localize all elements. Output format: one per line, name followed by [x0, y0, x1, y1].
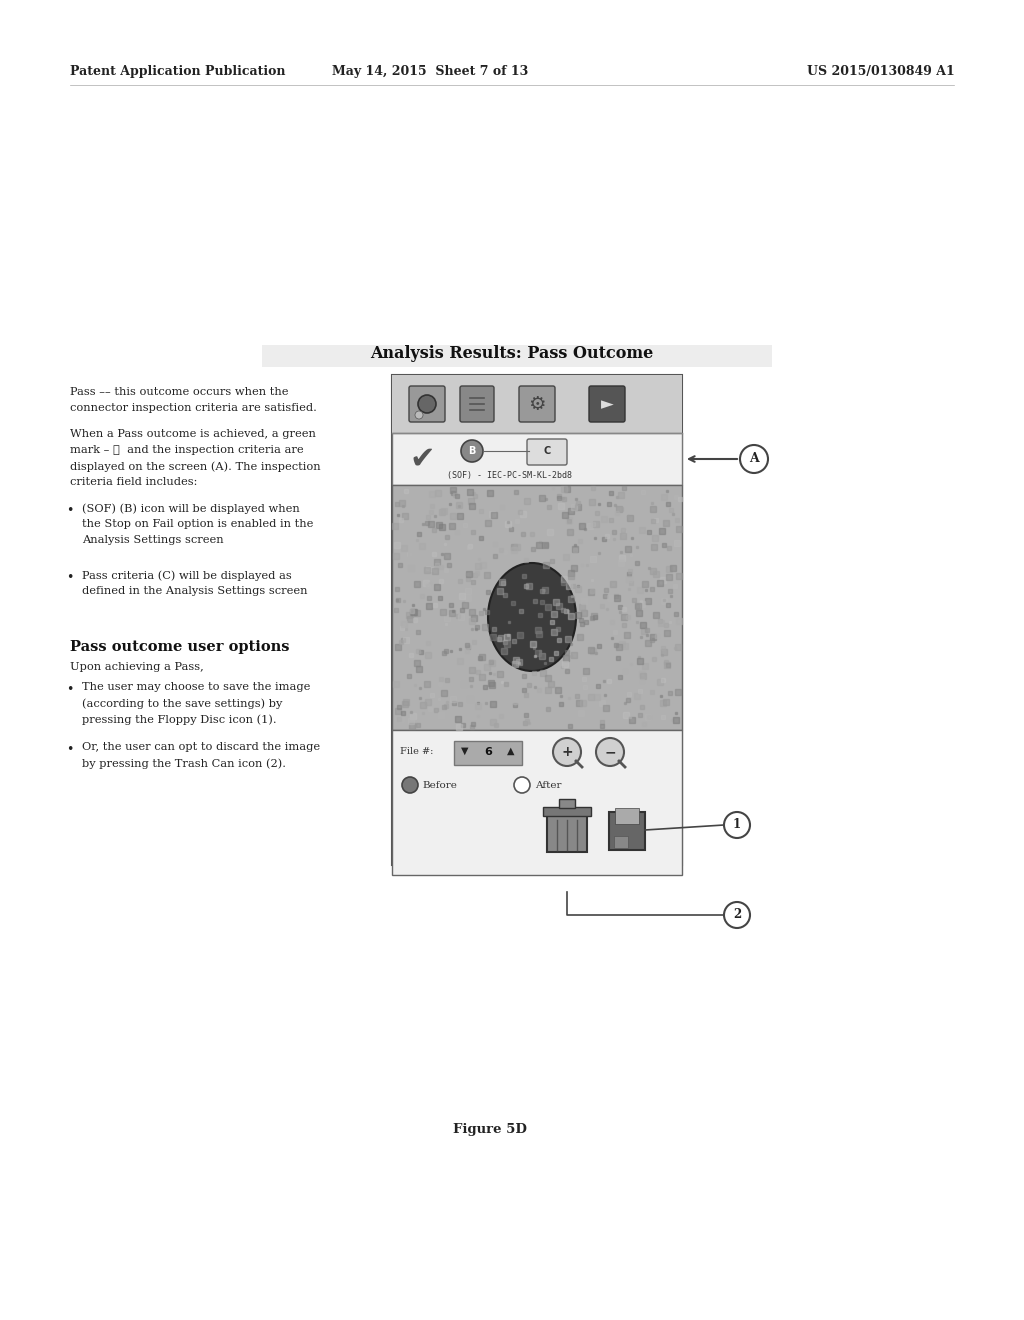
Text: the Stop on Fail option is enabled in the: the Stop on Fail option is enabled in th…: [82, 519, 313, 529]
Text: •: •: [66, 743, 74, 756]
Circle shape: [553, 738, 581, 766]
Text: by pressing the Trash Can icon (2).: by pressing the Trash Can icon (2).: [82, 758, 286, 768]
Bar: [392, 484, 682, 730]
Text: (SOF) (B) icon will be displayed when: (SOF) (B) icon will be displayed when: [82, 503, 300, 513]
Circle shape: [514, 777, 530, 793]
Text: Pass criteria (C) will be displayed as: Pass criteria (C) will be displayed as: [82, 570, 292, 581]
Text: ►: ►: [601, 395, 613, 413]
Text: 6: 6: [484, 747, 492, 756]
Text: Analysis Settings screen: Analysis Settings screen: [82, 535, 223, 545]
Circle shape: [724, 902, 750, 928]
Text: Pass –– this outcome occurs when the: Pass –– this outcome occurs when the: [70, 387, 289, 397]
Text: •: •: [66, 682, 74, 696]
Ellipse shape: [488, 564, 575, 671]
Text: +: +: [561, 744, 572, 759]
Text: 1: 1: [733, 818, 741, 832]
Text: pressing the Floppy Disc icon (1).: pressing the Floppy Disc icon (1).: [82, 714, 276, 725]
Text: (according to the save settings) by: (according to the save settings) by: [82, 698, 283, 709]
Text: Figure 5D: Figure 5D: [453, 1123, 527, 1137]
Text: criteria field includes:: criteria field includes:: [70, 477, 198, 487]
Text: 2: 2: [733, 908, 741, 921]
Text: US 2015/0130849 A1: US 2015/0130849 A1: [807, 66, 955, 78]
Text: ▼: ▼: [461, 746, 469, 756]
Bar: [543, 807, 591, 816]
Text: When a Pass outcome is achieved, a green: When a Pass outcome is achieved, a green: [70, 429, 315, 440]
FancyBboxPatch shape: [460, 385, 494, 422]
Text: Patent Application Publication: Patent Application Publication: [70, 66, 286, 78]
Text: ✔: ✔: [410, 445, 435, 474]
Bar: [392, 730, 682, 875]
Text: May 14, 2015  Sheet 7 of 13: May 14, 2015 Sheet 7 of 13: [332, 66, 528, 78]
Text: ▲: ▲: [507, 746, 515, 756]
Bar: [547, 814, 587, 851]
Circle shape: [724, 812, 750, 838]
Circle shape: [418, 395, 436, 413]
Circle shape: [415, 411, 423, 418]
FancyBboxPatch shape: [409, 385, 445, 422]
Circle shape: [461, 440, 483, 462]
Text: •: •: [66, 504, 74, 517]
FancyBboxPatch shape: [527, 440, 567, 465]
Circle shape: [402, 777, 418, 793]
Circle shape: [740, 445, 768, 473]
Text: −: −: [604, 744, 615, 759]
Bar: [392, 375, 682, 865]
Text: The user may choose to save the image: The user may choose to save the image: [82, 682, 310, 692]
Bar: [614, 836, 628, 847]
Text: Upon achieving a Pass,: Upon achieving a Pass,: [70, 663, 204, 672]
Text: After: After: [535, 780, 561, 789]
Text: connector inspection criteria are satisfied.: connector inspection criteria are satisf…: [70, 403, 316, 413]
Bar: [609, 812, 645, 850]
Text: C: C: [544, 446, 551, 455]
Text: defined in the Analysis Settings screen: defined in the Analysis Settings screen: [82, 586, 307, 597]
FancyBboxPatch shape: [519, 385, 555, 422]
Circle shape: [596, 738, 624, 766]
Text: Analysis Results: Pass Outcome: Analysis Results: Pass Outcome: [371, 345, 653, 362]
FancyBboxPatch shape: [589, 385, 625, 422]
Text: ⚙: ⚙: [528, 395, 546, 413]
Text: File #:: File #:: [400, 747, 433, 756]
Text: displayed on the screen (A). The inspection: displayed on the screen (A). The inspect…: [70, 461, 321, 471]
Bar: [392, 433, 682, 484]
Text: •: •: [66, 572, 74, 583]
Bar: [262, 345, 772, 367]
Text: A: A: [750, 453, 759, 466]
Text: Before: Before: [422, 780, 457, 789]
Bar: [454, 741, 522, 766]
Text: B: B: [468, 446, 476, 455]
Text: Pass outcome user options: Pass outcome user options: [70, 640, 290, 653]
Bar: [559, 799, 575, 808]
Bar: [392, 375, 682, 433]
Text: mark – ✓  and the inspection criteria are: mark – ✓ and the inspection criteria are: [70, 445, 304, 455]
Bar: [615, 808, 639, 824]
Text: Or, the user can opt to discard the image: Or, the user can opt to discard the imag…: [82, 742, 321, 752]
Text: (SOF) - IEC-PC-SM-KL-2bd8: (SOF) - IEC-PC-SM-KL-2bd8: [447, 471, 572, 480]
